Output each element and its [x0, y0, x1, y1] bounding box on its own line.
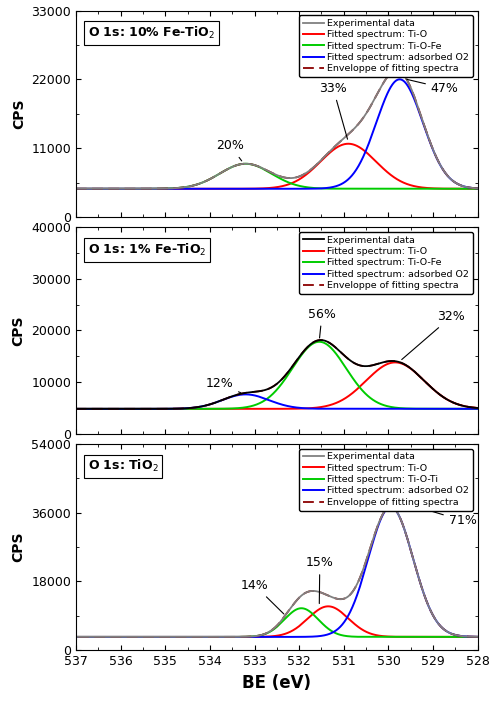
Text: O 1s: TiO$_2$: O 1s: TiO$_2$ [88, 458, 159, 475]
Y-axis label: CPS: CPS [12, 532, 25, 562]
Text: 14%: 14% [241, 579, 284, 614]
Text: 15%: 15% [306, 556, 334, 604]
Legend: Experimental data, Fitted spectrum: Ti-O, Fitted spectrum: Ti-O-Fe, Fitted spect: Experimental data, Fitted spectrum: Ti-O… [299, 232, 473, 294]
Text: 33%: 33% [319, 82, 347, 139]
Text: 20%: 20% [217, 139, 245, 161]
Text: 47%: 47% [407, 79, 459, 95]
X-axis label: BE (eV): BE (eV) [243, 673, 311, 692]
Text: 56%: 56% [308, 307, 336, 338]
Y-axis label: CPS: CPS [12, 315, 25, 346]
Legend: Experimental data, Fitted spectrum: Ti-O, Fitted spectrum: Ti-O-Ti, Fitted spect: Experimental data, Fitted spectrum: Ti-O… [299, 449, 473, 510]
Legend: Experimental data, Fitted spectrum: Ti-O, Fitted spectrum: Ti-O-Fe, Fitted spect: Experimental data, Fitted spectrum: Ti-O… [299, 15, 473, 77]
Text: O 1s: 1% Fe-TiO$_2$: O 1s: 1% Fe-TiO$_2$ [88, 242, 206, 258]
Text: 12%: 12% [205, 378, 241, 393]
Text: 32%: 32% [402, 310, 465, 359]
Text: O 1s: 10% Fe-TiO$_2$: O 1s: 10% Fe-TiO$_2$ [88, 25, 215, 41]
Y-axis label: CPS: CPS [12, 98, 26, 129]
Text: 71%: 71% [420, 508, 477, 527]
